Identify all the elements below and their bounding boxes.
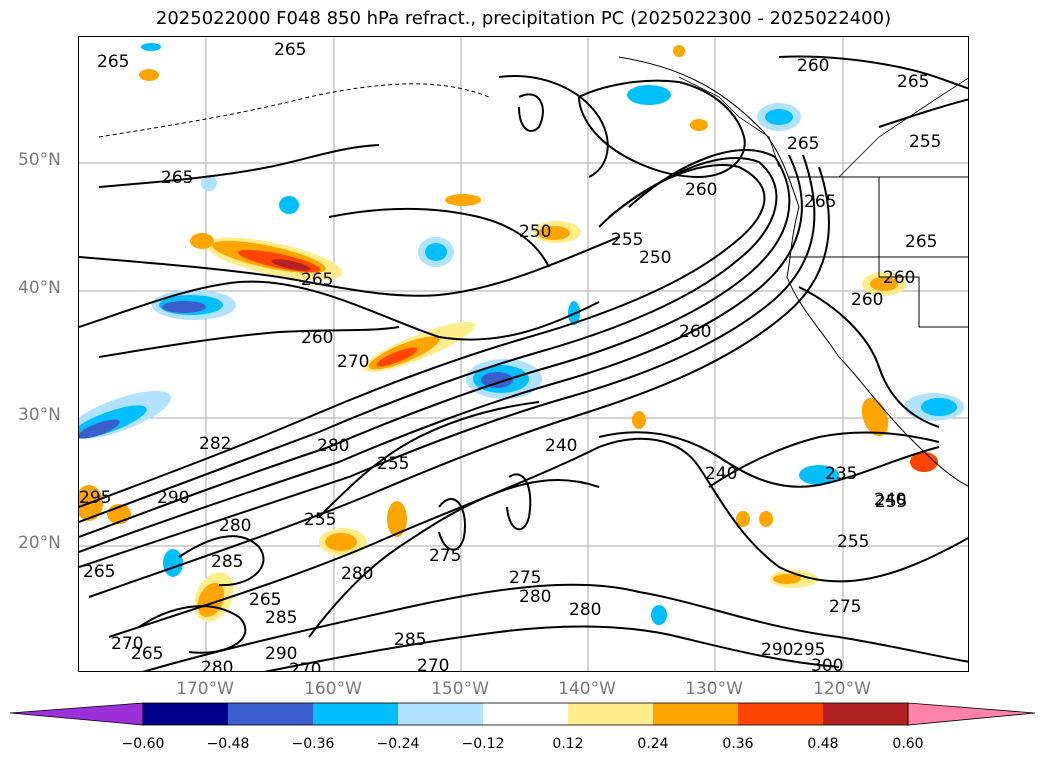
map-title: 2025022000 F048 850 hPa refract., precip… [155,8,892,29]
contour-label: 265 [274,40,306,60]
colorbar-extend-low [10,702,144,726]
contour-label: 260 [679,322,711,342]
contour-label: 280 [219,516,251,536]
colorbar-tick: −0.12 [461,736,505,752]
contour-label: 290 [157,488,189,508]
colorbar-tick: −0.36 [291,736,335,752]
contour-label: 255 [875,492,907,512]
colorbar-segment [483,703,568,725]
colorbar-tick: −0.60 [121,736,165,752]
contour-label: 270 [289,660,321,672]
contour-label: 265 [131,644,163,664]
lat-label-50n: 50°N [18,150,61,170]
contour-label: 265 [83,562,115,582]
contour-label: 265 [301,270,333,290]
contour-label: 265 [787,134,819,154]
contour-label: 240 [874,490,906,510]
contour-label: 280 [519,587,551,607]
colorbar-segment [568,703,653,725]
colorbar-segment [398,703,483,725]
contour-label: 285 [265,608,297,628]
colorbar-segment [738,703,823,725]
lat-label-20n: 20°N [18,533,61,553]
colorbar-segment [313,703,398,725]
contour-label: 290 [265,644,297,664]
contour-label: 260 [851,290,883,310]
colorbar-segment [228,703,313,725]
colorbar-segment [653,703,738,725]
contour-label: 255 [304,510,336,530]
contour-label: 265 [97,52,129,72]
contour-label: 295 [79,488,111,508]
contour-label: 285 [211,552,243,572]
contour-label: 235 [825,464,857,484]
contour-label: 270 [417,656,449,672]
contour-label: 300 [811,656,843,672]
contour-label: 265 [897,72,929,92]
contour-label: 265 [249,590,281,610]
contour-label: 255 [837,532,869,552]
colorbar-tick: 0.12 [552,736,584,752]
contour-label: 265 [804,192,836,212]
contour-label: 280 [569,600,601,620]
contour-labels: 265 265 265 265 260 265 265 255 260 255 … [79,40,941,672]
contour-label: 270 [111,634,143,654]
contour-label: 275 [429,546,461,566]
colorbar-tick: 0.36 [722,736,754,752]
contour-label: 265 [905,232,937,252]
contour-label: 260 [685,180,717,200]
colorbar-tick: 0.60 [892,736,924,752]
lon-label-170w: 170°W [176,679,234,699]
contour-label: 280 [317,436,349,456]
map-plot-area: 265 265 265 265 260 265 265 255 260 255 … [78,36,969,672]
lon-label-160w: 160°W [304,679,362,699]
colorbar [10,702,1036,726]
lon-label-120w: 120°W [813,679,871,699]
contour-label: 265 [161,168,193,188]
colorbar-tick: −0.48 [206,736,250,752]
colorbar-segment [823,703,908,725]
coastlines [98,56,968,487]
contour-label: 282 [199,434,231,454]
contour-label: 270 [337,352,369,372]
contours [79,55,968,671]
contour-label: 240 [705,464,737,484]
colorbar-segment [143,703,228,725]
contour-label: 280 [201,658,233,672]
colorbar-tick: 0.48 [807,736,839,752]
contour-label: 260 [797,56,829,76]
contour-label: 280 [341,564,373,584]
colorbar-tick: −0.24 [376,736,420,752]
lat-label-30n: 30°N [18,405,61,425]
colorbar-outline [142,702,909,726]
lon-label-150w: 150°W [431,679,489,699]
contour-label: 260 [301,328,333,348]
contour-label: 275 [509,568,541,588]
graticule [79,37,968,671]
contour-label: 260 [883,268,915,288]
contour-label: 250 [639,248,671,268]
contour-label: 250 [519,222,551,242]
precip-shading [79,43,964,625]
lat-label-40n: 40°N [18,278,61,298]
colorbar-extend-high [907,702,1036,726]
lon-label-140w: 140°W [558,679,616,699]
lon-label-130w: 130°W [685,679,743,699]
contour-label: 275 [829,597,861,617]
contour-label: 295 [793,640,825,660]
contour-label: 255 [377,454,409,474]
contour-label: 290 [761,640,793,660]
contour-label: 240 [545,436,577,456]
contour-label: 255 [909,132,941,152]
map-svg: 265 265 265 265 260 265 265 255 260 255 … [79,37,968,672]
colorbar-tick: 0.24 [637,736,669,752]
contour-label: 285 [394,630,426,650]
contour-label: 255 [611,230,643,250]
